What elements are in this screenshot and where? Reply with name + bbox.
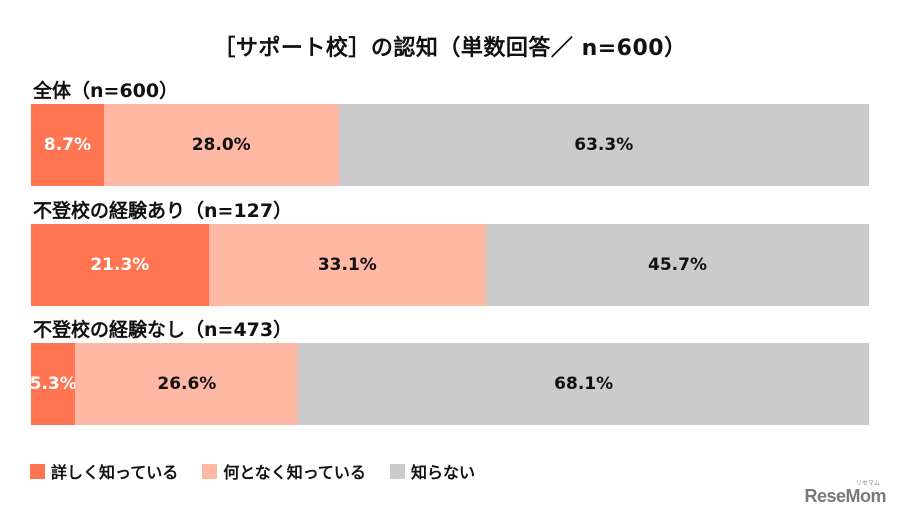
chart-title: ［サポート校］の認知（単数回答／ n=600） [213, 36, 687, 61]
legend-swatch-icon [202, 463, 218, 479]
bar-segment-unknown: 45.7% [486, 224, 869, 306]
group-label-all: 全体（n=600） [33, 80, 179, 102]
legend-item-detailed: 詳しく知っている [30, 459, 178, 483]
bar-segment-somewhat: 33.1% [208, 224, 487, 306]
group-label-experienced: 不登校の経験あり（n=127） [33, 200, 293, 222]
resemom-logo: ReseMom [804, 486, 886, 506]
bar-segment-unknown: 63.3% [338, 104, 869, 186]
legend-item-somewhat: 何となく知っている [202, 459, 366, 483]
legend-label: 何となく知っている [223, 463, 366, 482]
legend-item-unknown: 知らない [389, 459, 475, 483]
bar-experienced: 21.3% 33.1% 45.7% [31, 224, 869, 306]
legend-label: 知らない [410, 463, 475, 482]
bar-all: 8.7% 28.0% 63.3% [31, 104, 869, 186]
bar-segment-detailed: 5.3% [30, 343, 77, 425]
legend: 詳しく知っている 何となく知っている 知らない [30, 459, 475, 483]
bar-segment-detailed: 8.7% [31, 104, 104, 186]
bar-segment-somewhat: 26.6% [75, 343, 299, 425]
bar-not-experienced: 5.3% 26.6% 68.1% [30, 343, 869, 425]
bar-segment-unknown: 68.1% [298, 343, 869, 425]
logo-subtext: リセマム [855, 480, 880, 487]
legend-swatch-icon [389, 463, 405, 479]
legend-swatch-icon [30, 463, 45, 479]
legend-label: 詳しく知っている [51, 463, 179, 482]
bar-segment-somewhat: 28.0% [103, 104, 339, 186]
bar-segment-detailed: 21.3% [31, 224, 209, 306]
group-label-not-experienced: 不登校の経験なし（n=473） [33, 319, 293, 341]
